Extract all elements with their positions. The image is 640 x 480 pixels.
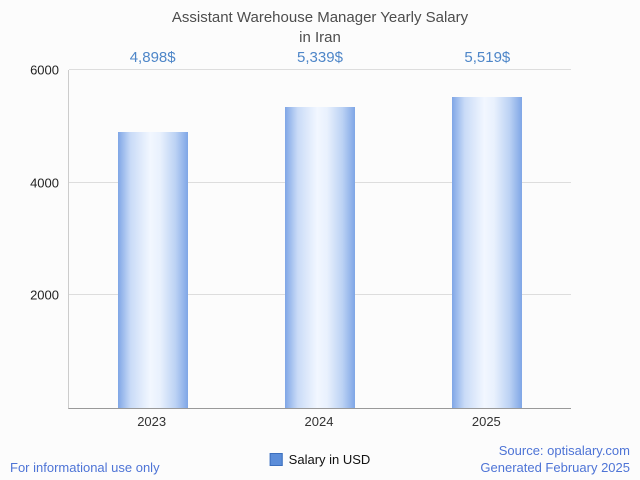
bar-2023[interactable] [117, 132, 188, 408]
gridline [69, 69, 571, 70]
bar-slot: 5,339$ [236, 49, 403, 408]
legend-swatch-icon [269, 453, 283, 466]
legend: Salary in USD [269, 452, 371, 467]
chart-title-line1: Assistant Warehouse Manager Yearly Salar… [171, 9, 469, 26]
bar-value-label: 5,339$ [297, 49, 343, 66]
bars: 4,898$ 5,339$ 5,519$ [69, 49, 571, 408]
source-block: Source: optisalary.com Generated Februar… [480, 443, 630, 477]
legend-label: Salary in USD [288, 452, 371, 467]
source-link[interactable]: Source: optisalary.com [498, 443, 630, 459]
bar-value-label: 4,898$ [129, 49, 176, 66]
bar-2025[interactable] [452, 97, 523, 408]
y-tick-label: 6000 [30, 62, 59, 78]
x-axis-labels: 2023 2024 2025 [68, 414, 570, 429]
y-tick-label: 4000 [30, 175, 59, 191]
bar-slot: 4,898$ [69, 49, 236, 408]
x-tick-label: 2025 [471, 414, 501, 429]
chart-title: Assistant Warehouse Manager Yearly Salar… [0, 8, 640, 47]
plot-area: 2000 4000 6000 4,898$ 5,339$ 5,519$ [30, 49, 571, 409]
chart-title-line2: in Iran [299, 28, 341, 46]
x-tick-label: 2023 [137, 414, 167, 429]
bar-2024[interactable] [284, 107, 355, 408]
generated-text: Generated February 2025 [480, 460, 630, 476]
disclaimer-text: For informational use only [10, 460, 160, 475]
y-tick-label: 2000 [30, 287, 59, 303]
bar-slot: 5,519$ [404, 49, 571, 408]
bar-value-label: 5,519$ [464, 49, 511, 66]
x-tick-label: 2024 [304, 414, 334, 429]
